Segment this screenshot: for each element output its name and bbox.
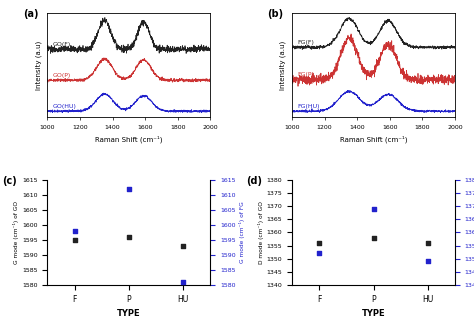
Text: (a): (a) [23,9,38,19]
Point [71,237,78,243]
Point [180,279,187,284]
Text: FG(P): FG(P) [297,72,314,77]
Text: (d): (d) [246,176,262,186]
Point [370,206,377,212]
X-axis label: Raman Shift (cm⁻¹): Raman Shift (cm⁻¹) [340,136,407,143]
Y-axis label: Intensity (a.u): Intensity (a.u) [280,41,286,90]
Point [71,228,78,234]
Text: GO(HU): GO(HU) [52,104,76,109]
X-axis label: TYPE: TYPE [117,309,141,318]
Point [180,244,187,249]
Text: GO(F): GO(F) [52,42,71,47]
X-axis label: Raman Shift (cm⁻¹): Raman Shift (cm⁻¹) [95,136,163,143]
Text: FG(F): FG(F) [297,40,314,45]
Point [315,240,323,245]
Point [125,235,133,240]
Point [424,240,432,245]
X-axis label: TYPE: TYPE [362,309,385,318]
Point [315,251,323,256]
Point [125,187,133,192]
Text: (c): (c) [2,176,17,186]
Point [370,235,377,240]
Y-axis label: G mode (cm⁻¹) of FG: G mode (cm⁻¹) of FG [238,202,245,263]
Text: GO(P): GO(P) [52,73,71,78]
Y-axis label: D mode (cm⁻¹) of GO: D mode (cm⁻¹) of GO [258,201,264,264]
Y-axis label: G mode (cm⁻¹) of GO: G mode (cm⁻¹) of GO [13,201,19,264]
Point [424,259,432,264]
Text: FG(HU): FG(HU) [297,104,319,109]
Text: (b): (b) [267,9,283,19]
Y-axis label: Intensity (a.u): Intensity (a.u) [36,41,42,90]
